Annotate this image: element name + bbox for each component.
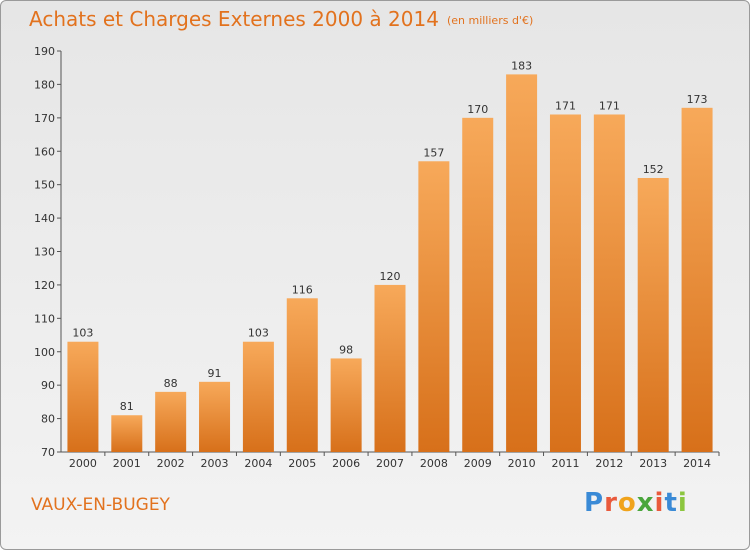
y-tick-label: 80 (41, 413, 55, 426)
x-tick-label: 2006 (332, 457, 360, 470)
x-tick-label: 2004 (244, 457, 272, 470)
bar (374, 284, 406, 452)
x-tick-label: 2007 (376, 457, 404, 470)
logo-letter: o (617, 488, 637, 518)
y-tick-label: 100 (34, 346, 55, 359)
x-tick-label: 2011 (551, 457, 579, 470)
data-label: 170 (467, 103, 488, 116)
y-tick-label: 140 (34, 212, 55, 225)
logo-letter: i (677, 488, 688, 518)
bar (330, 358, 362, 452)
data-label: 171 (555, 99, 576, 112)
data-label: 157 (423, 146, 444, 159)
x-tick-label: 2005 (288, 457, 316, 470)
commune-name: VAUX-EN-BUGEY (31, 495, 170, 515)
logo-letter: i (654, 488, 665, 518)
bar (67, 341, 99, 452)
x-tick-label: 2012 (595, 457, 623, 470)
data-label: 183 (511, 59, 532, 72)
proxiti-logo: Proxiti (584, 488, 688, 518)
x-tick-label: 2009 (464, 457, 492, 470)
x-tick-label: 2008 (420, 457, 448, 470)
y-tick-label: 170 (34, 112, 55, 125)
y-tick-label: 120 (34, 279, 55, 292)
bar (418, 161, 450, 452)
logo-letter: x (636, 488, 655, 518)
data-label: 103 (248, 327, 269, 340)
data-label: 173 (687, 93, 708, 106)
bar (462, 117, 494, 452)
y-tick-label: 70 (41, 446, 55, 459)
logo-letter: t (664, 488, 678, 518)
y-tick-label: 90 (41, 379, 55, 392)
x-tick-label: 2002 (157, 457, 185, 470)
bar (155, 391, 187, 452)
bar (506, 74, 538, 453)
data-label: 81 (120, 400, 134, 413)
y-tick-label: 110 (34, 312, 55, 325)
bar (637, 177, 669, 452)
data-label: 98 (339, 343, 353, 356)
y-tick-label: 130 (34, 246, 55, 259)
y-tick-label: 150 (34, 179, 55, 192)
bar (549, 114, 581, 452)
x-tick-label: 2001 (113, 457, 141, 470)
data-label: 171 (599, 99, 620, 112)
y-tick-label: 180 (34, 78, 55, 91)
x-tick-label: 2000 (69, 457, 97, 470)
data-label: 116 (292, 283, 313, 296)
bar (286, 298, 318, 452)
data-label: 152 (643, 163, 664, 176)
y-tick-label: 190 (34, 45, 55, 58)
logo-letter: r (604, 488, 618, 518)
data-label: 88 (164, 377, 178, 390)
data-label: 120 (380, 270, 401, 283)
x-tick-label: 2013 (639, 457, 667, 470)
x-tick-label: 2014 (683, 457, 711, 470)
bar (593, 114, 625, 452)
chart-title: Achats et Charges Externes 2000 à 2014 (e… (29, 7, 533, 31)
y-tick-label: 160 (34, 145, 55, 158)
chart-unit: (en milliers d'€) (446, 14, 534, 27)
bar (111, 415, 143, 452)
data-label: 103 (72, 327, 93, 340)
data-label: 91 (208, 367, 222, 380)
bar (199, 381, 231, 452)
x-tick-label: 2010 (508, 457, 536, 470)
bar (681, 107, 713, 452)
bar (242, 341, 274, 452)
x-tick-label: 2003 (201, 457, 229, 470)
chart-title-text: Achats et Charges Externes 2000 à 2014 (29, 7, 439, 31)
logo-letter: P (584, 488, 605, 518)
